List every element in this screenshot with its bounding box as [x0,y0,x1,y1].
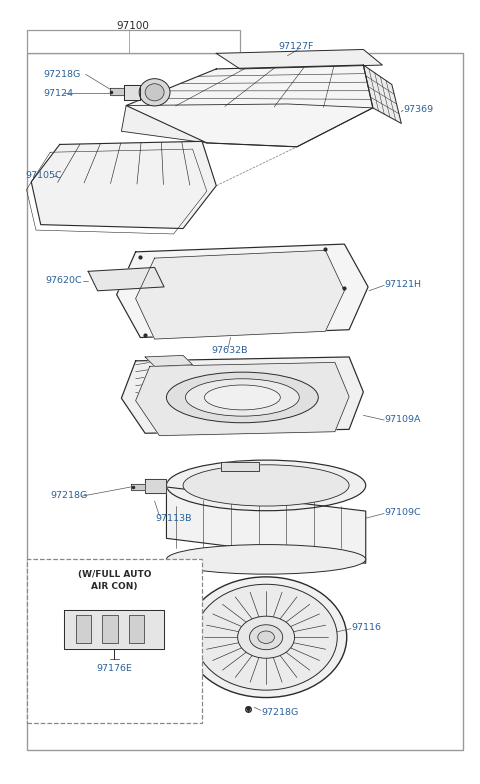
Text: 97100: 97100 [117,21,149,31]
Ellipse shape [195,584,337,690]
Polygon shape [126,65,373,147]
Ellipse shape [204,385,280,410]
Ellipse shape [238,616,295,659]
Ellipse shape [183,465,349,506]
Text: 97127F: 97127F [278,42,313,51]
Text: 97116: 97116 [351,622,382,632]
Polygon shape [109,89,124,95]
Ellipse shape [185,379,300,416]
Polygon shape [145,355,192,366]
Bar [129,615,144,644]
Ellipse shape [250,625,283,650]
Polygon shape [88,267,164,291]
Text: 97124: 97124 [43,89,73,97]
Polygon shape [31,141,216,228]
Bar [26,559,202,723]
Ellipse shape [167,372,318,423]
Text: 97218G: 97218G [261,708,299,717]
Polygon shape [221,462,259,471]
Polygon shape [145,479,167,493]
Bar [26,53,463,750]
Ellipse shape [167,545,366,574]
Polygon shape [136,250,344,339]
Ellipse shape [139,78,170,106]
Text: 97121H: 97121H [384,280,422,289]
Ellipse shape [258,631,275,644]
Polygon shape [363,65,401,123]
Text: 97105C: 97105C [25,171,62,180]
Polygon shape [131,484,145,490]
Text: (W/FULL AUTO: (W/FULL AUTO [78,571,151,579]
Text: 97176E: 97176E [96,664,132,673]
Text: 97218G: 97218G [43,70,80,79]
Bar [102,615,118,644]
Polygon shape [121,357,363,434]
Polygon shape [64,610,164,649]
Text: 97113B: 97113B [156,514,192,523]
Polygon shape [167,487,366,563]
Text: 97109C: 97109C [384,508,421,517]
Text: 97218G: 97218G [50,491,87,500]
Polygon shape [121,104,373,147]
Text: 97369: 97369 [404,105,434,114]
Ellipse shape [185,577,347,698]
Bar [76,615,92,644]
Text: 97109A: 97109A [384,415,421,423]
Ellipse shape [145,84,164,101]
Polygon shape [136,362,349,436]
Text: 97632B: 97632B [212,347,248,355]
Text: AIR CON): AIR CON) [91,582,138,591]
Polygon shape [124,85,140,100]
Bar [26,30,240,53]
Ellipse shape [167,460,366,510]
Polygon shape [216,49,383,69]
Text: 97620C: 97620C [46,276,82,285]
Polygon shape [117,244,368,337]
